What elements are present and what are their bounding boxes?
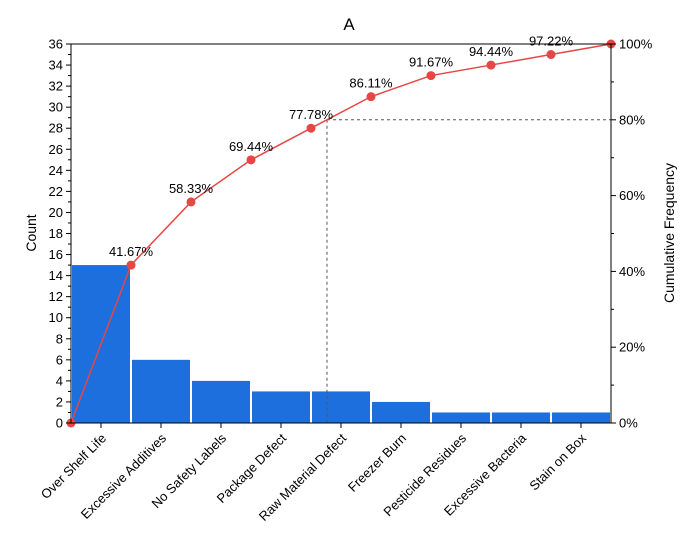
cumulative-label-2: 69.44% bbox=[229, 139, 274, 154]
x-tick-label: Freezer Burn bbox=[345, 431, 409, 495]
y2-tick-label: 40% bbox=[619, 264, 645, 279]
cumulative-point-4 bbox=[306, 123, 316, 133]
y-tick-label: 26 bbox=[49, 142, 63, 157]
y-tick-label: 14 bbox=[49, 268, 63, 283]
bar-1 bbox=[132, 359, 190, 423]
bar-4 bbox=[312, 391, 370, 423]
y-tick-label: 34 bbox=[49, 58, 63, 73]
y-tick-label: 10 bbox=[49, 310, 63, 325]
cumulative-label-4: 86.11% bbox=[349, 76, 393, 91]
y-tick-label: 8 bbox=[56, 331, 63, 346]
y-tick-label: 30 bbox=[49, 100, 63, 115]
y-axis-title: Count bbox=[23, 214, 39, 251]
y-tick-label: 4 bbox=[56, 373, 63, 388]
bar-6 bbox=[432, 412, 490, 423]
y2-tick-label: 80% bbox=[619, 112, 645, 127]
bar-5 bbox=[372, 401, 430, 423]
bar-8 bbox=[552, 412, 610, 423]
chart-title: A bbox=[343, 15, 355, 34]
cumulative-point-3 bbox=[246, 155, 256, 165]
y-tick-label: 32 bbox=[49, 79, 63, 94]
y2-tick-label: 60% bbox=[619, 188, 645, 203]
bars bbox=[72, 265, 610, 423]
y-tick-label: 6 bbox=[56, 352, 63, 367]
bar-7 bbox=[492, 412, 550, 423]
y-tick-label: 28 bbox=[49, 121, 63, 136]
cumulative-point-7 bbox=[486, 60, 496, 70]
cumulative-polyline bbox=[70, 43, 612, 424]
y-tick-label: 22 bbox=[49, 184, 63, 199]
cumulative-label-3: 77.78% bbox=[289, 107, 334, 122]
y-tick-label: 16 bbox=[49, 247, 63, 262]
x-tick-label: Stain on Box bbox=[526, 430, 589, 493]
y2-tick-label: 100% bbox=[619, 37, 653, 52]
cumulative-point-2 bbox=[186, 197, 196, 207]
bar-3 bbox=[252, 391, 310, 423]
cumulative-label-6: 94.44% bbox=[469, 44, 514, 59]
y2-tick-label: 0% bbox=[619, 416, 638, 431]
cumulative-point-1 bbox=[126, 260, 136, 270]
reference-lines bbox=[326, 119, 611, 423]
y-tick-label: 24 bbox=[49, 163, 63, 178]
y-tick-label: 20 bbox=[49, 205, 63, 220]
cumulative-point-6 bbox=[426, 71, 436, 81]
y2-axis-title: Cumulative Frequency bbox=[661, 163, 677, 303]
bar-2 bbox=[192, 380, 250, 423]
y-tick-label: 18 bbox=[49, 226, 63, 241]
y-tick-label: 2 bbox=[56, 394, 63, 409]
cumulative-line: 41.67% 58.33% 69.44% 77.78% 86.11% 91.67% 94.4… bbox=[66, 34, 616, 428]
y-tick-label: 0 bbox=[56, 416, 63, 431]
cumulative-label-5: 91.67% bbox=[409, 55, 454, 70]
y-tick-label: 36 bbox=[49, 37, 63, 52]
cumulative-point-5 bbox=[366, 92, 376, 102]
cumulative-point-8 bbox=[546, 50, 556, 60]
cumulative-label-7: 97.22% bbox=[529, 34, 574, 49]
cumulative-label-1: 58.33% bbox=[169, 181, 214, 196]
cumulative-label-0: 41.67% bbox=[109, 244, 154, 259]
y2-tick-label: 20% bbox=[619, 340, 645, 355]
y-tick-label: 12 bbox=[49, 289, 63, 304]
